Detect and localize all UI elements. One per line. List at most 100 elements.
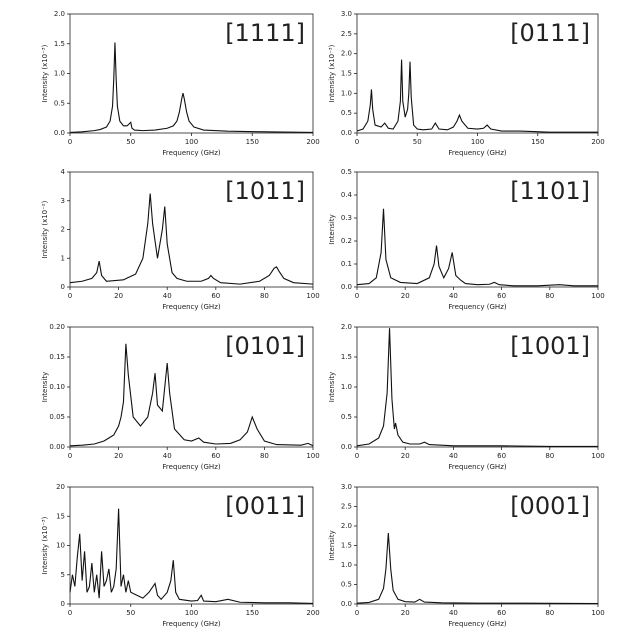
y-tick-label: 2.0 (54, 10, 65, 18)
x-tick-label: 0 (68, 138, 72, 146)
y-tick-label: 0.2 (341, 237, 352, 245)
y-tick-label: 2.0 (341, 522, 352, 530)
spectrum-line (70, 194, 313, 285)
y-tick-label: 3.0 (341, 10, 352, 18)
y-tick-label: 0 (61, 600, 65, 608)
x-tick-label: 200 (591, 138, 604, 146)
y-tick-label: 0.0 (341, 443, 352, 451)
x-tick-label: 40 (449, 452, 458, 460)
y-tick-label: 1 (61, 254, 65, 262)
x-axis-label: Frequency (GHz) (448, 463, 506, 471)
y-tick-label: 0.0 (341, 283, 352, 291)
y-tick-label: 0.4 (341, 191, 353, 199)
x-tick-label: 100 (185, 609, 198, 617)
y-tick-label: 1.5 (341, 353, 352, 361)
panel: 05010015020005101520Frequency (GHz)Inten… (41, 483, 320, 628)
y-tick-label: 0.5 (341, 109, 352, 117)
y-tick-label: 1.5 (341, 70, 352, 78)
y-tick-label: 1.5 (341, 542, 352, 550)
panel-annotation: [1101] (510, 177, 590, 205)
panel: 0204060801000.000.050.100.150.20Frequenc… (41, 323, 320, 471)
spectrum-line (70, 509, 313, 604)
x-tick-label: 40 (163, 452, 172, 460)
y-tick-label: 0.5 (341, 168, 352, 176)
y-tick-label: 2 (61, 226, 65, 234)
y-tick-label: 10 (56, 542, 65, 550)
y-tick-label: 2.0 (341, 50, 352, 58)
panel-annotation: [1001] (510, 332, 590, 360)
x-tick-label: 40 (449, 292, 458, 300)
x-tick-label: 60 (211, 292, 220, 300)
x-tick-label: 60 (211, 452, 220, 460)
y-tick-label: 0.5 (341, 413, 352, 421)
x-tick-label: 100 (306, 292, 319, 300)
y-tick-label: 0.05 (49, 413, 65, 421)
x-tick-label: 20 (401, 609, 410, 617)
x-tick-label: 0 (68, 292, 72, 300)
y-axis-label: Intensity (328, 530, 336, 560)
panel-annotation: [0111] (510, 19, 590, 47)
y-tick-label: 1.5 (54, 40, 65, 48)
panel: 0501001502000.00.51.01.52.0Frequency (GH… (41, 10, 320, 157)
y-tick-label: 5 (61, 571, 65, 579)
x-tick-label: 0 (355, 609, 359, 617)
y-tick-label: 0.15 (49, 353, 65, 361)
y-tick-label: 1.0 (341, 383, 352, 391)
y-axis-label: Intensity (41, 372, 49, 402)
x-tick-label: 50 (413, 138, 422, 146)
x-tick-label: 0 (355, 452, 359, 460)
x-tick-label: 80 (260, 452, 269, 460)
x-axis-label: Frequency (GHz) (162, 620, 220, 628)
x-tick-label: 0 (68, 452, 72, 460)
x-tick-label: 150 (246, 138, 259, 146)
x-tick-label: 0 (355, 292, 359, 300)
spectrum-line (357, 533, 598, 604)
x-tick-label: 200 (306, 138, 319, 146)
panel-annotation: [1111] (225, 19, 305, 47)
y-tick-label: 0.0 (341, 129, 352, 137)
y-tick-label: 2.5 (341, 503, 352, 511)
y-axis-label: Intensity (328, 372, 336, 402)
y-axis-label: Intensity (328, 214, 336, 244)
y-tick-label: 2.0 (341, 323, 352, 331)
x-tick-label: 100 (306, 452, 319, 460)
spectrum-line (357, 209, 598, 286)
y-tick-label: 0 (61, 283, 65, 291)
x-tick-label: 50 (126, 138, 135, 146)
spectrum-line (70, 43, 313, 133)
x-tick-label: 20 (401, 292, 410, 300)
y-axis-label: Intensity (x10⁻³) (328, 44, 336, 102)
x-tick-label: 150 (246, 609, 259, 617)
x-tick-label: 100 (591, 452, 604, 460)
y-tick-label: 0.1 (341, 260, 352, 268)
x-axis-label: Frequency (GHz) (162, 303, 220, 311)
x-tick-label: 20 (114, 292, 123, 300)
x-tick-label: 80 (545, 292, 554, 300)
y-tick-label: 0.3 (341, 214, 352, 222)
y-tick-label: 0.0 (341, 600, 352, 608)
x-tick-label: 60 (497, 609, 506, 617)
y-axis-label: Intensity (x10⁻³) (41, 44, 49, 102)
x-tick-label: 0 (355, 138, 359, 146)
panel-annotation: [0011] (225, 492, 305, 520)
x-tick-label: 60 (497, 292, 506, 300)
panel-annotation: [1011] (225, 177, 305, 205)
x-axis-label: Frequency (GHz) (448, 149, 506, 157)
y-tick-label: 4 (61, 168, 66, 176)
x-axis-label: Frequency (GHz) (448, 303, 506, 311)
x-axis-label: Frequency (GHz) (448, 620, 506, 628)
y-tick-label: 1.0 (341, 561, 352, 569)
x-axis-label: Frequency (GHz) (162, 149, 220, 157)
x-tick-label: 100 (591, 609, 604, 617)
panel: 0501001502000.00.51.01.52.02.53.0Frequen… (328, 10, 605, 157)
y-tick-label: 0.5 (341, 581, 352, 589)
x-tick-label: 20 (401, 452, 410, 460)
x-tick-label: 200 (306, 609, 319, 617)
x-tick-label: 100 (185, 138, 198, 146)
x-tick-label: 80 (545, 452, 554, 460)
x-tick-label: 20 (114, 452, 123, 460)
x-tick-label: 60 (497, 452, 506, 460)
panel: 02040608010001234Frequency (GHz)Intensit… (41, 168, 320, 311)
x-tick-label: 80 (260, 292, 269, 300)
x-tick-label: 50 (126, 609, 135, 617)
